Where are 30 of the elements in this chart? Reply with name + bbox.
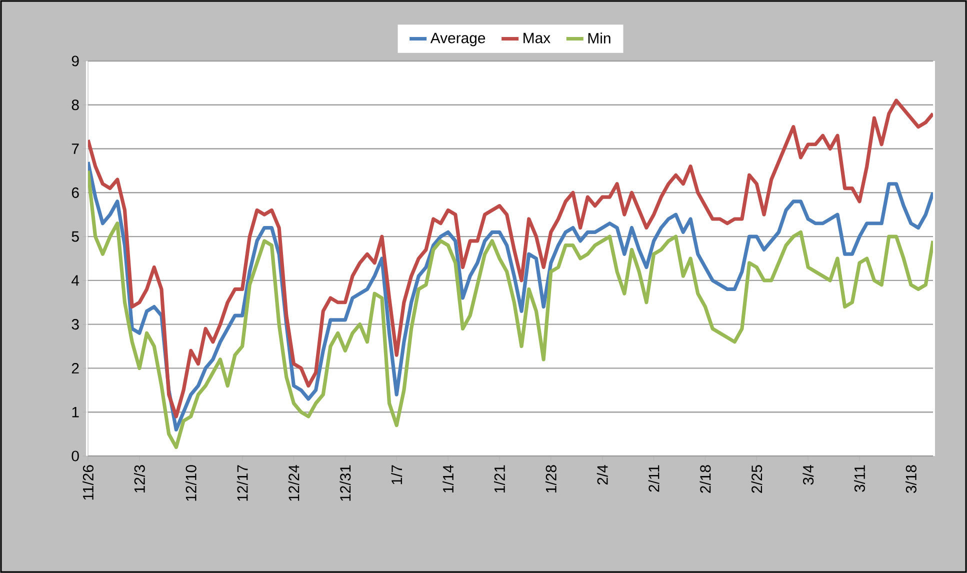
x-tick-label: 12/24 [288, 464, 300, 501]
x-tick-label: 3/4 [802, 464, 814, 485]
x-tick-label: 2/18 [700, 465, 711, 493]
x-tick-label: 2/25 [751, 465, 762, 493]
x-tick-label: 1/7 [391, 465, 402, 484]
x-tick-label: 12/17 [236, 465, 248, 501]
x-tick-label: 11/26 [82, 465, 94, 500]
y-tick-label: 7 [72, 144, 79, 154]
y-tick-label: 2 [72, 362, 79, 374]
x-tick-label: 2/11 [648, 465, 660, 492]
y-tick-label: 6 [72, 187, 79, 198]
y-tick-label: 4 [72, 275, 80, 286]
x-tick-label: 1/28 [545, 465, 556, 492]
legend-label: Max [524, 32, 550, 44]
x-tick-label: 12/31 [340, 465, 351, 501]
y-tick-label: 1 [72, 406, 79, 418]
legend-label: Min [588, 32, 610, 44]
x-tick-label: 1/14 [442, 464, 454, 492]
x-tick-label: 3/18 [905, 465, 916, 494]
x-tick-label: 1/21 [494, 465, 505, 492]
x-tick-label: 12/10 [185, 465, 196, 501]
x-tick-label: 12/3 [134, 465, 145, 492]
y-tick-label: 9 [72, 56, 79, 66]
y-tick-label: 3 [72, 319, 79, 330]
y-tick-label: 8 [72, 100, 79, 110]
x-tick-label: 2/4 [596, 464, 608, 485]
legend-label: Average [430, 32, 486, 46]
y-tick-label: 0 [72, 450, 79, 462]
x-tick-label: 3/11 [854, 465, 866, 492]
y-tick-label: 5 [72, 231, 79, 242]
